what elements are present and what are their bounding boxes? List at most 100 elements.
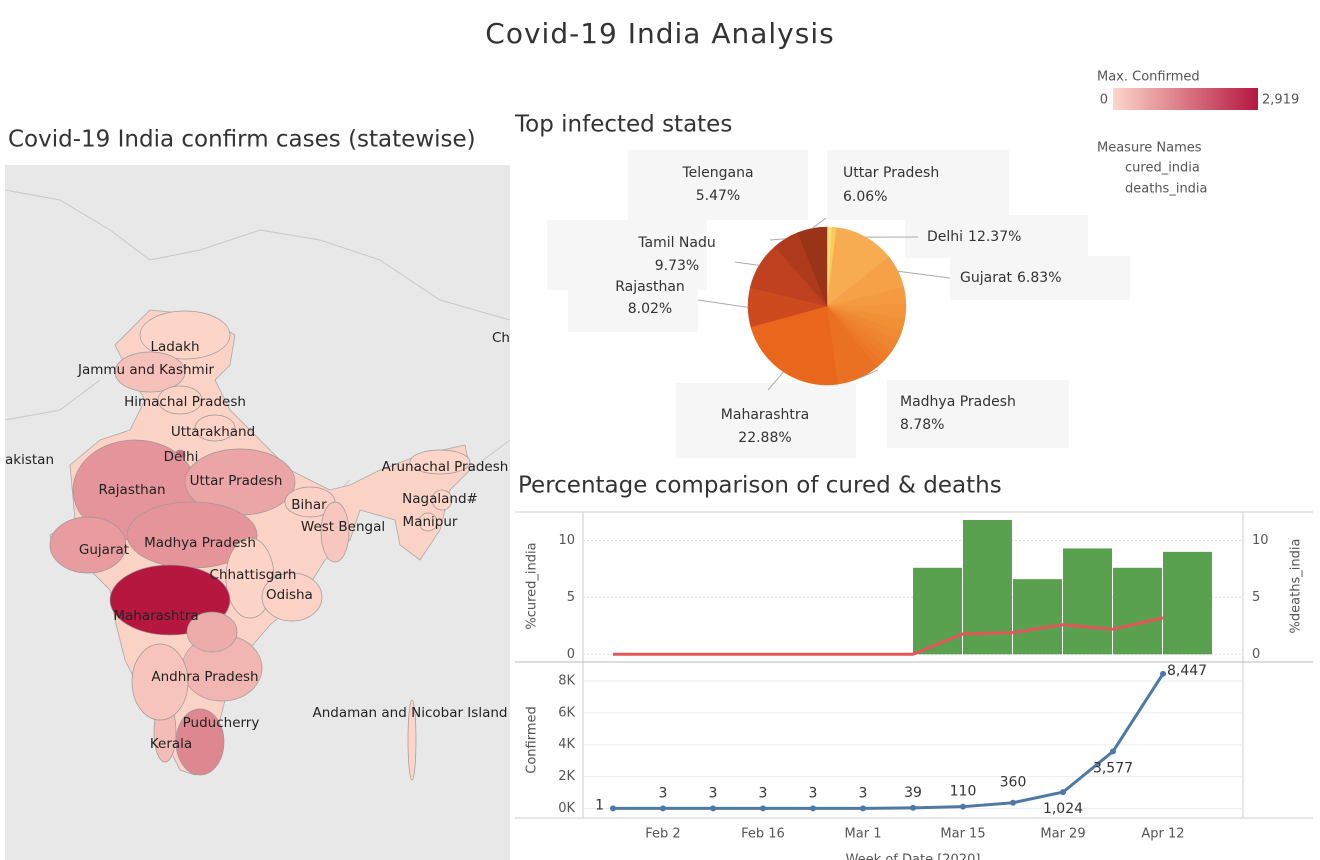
label-box xyxy=(547,220,707,290)
point xyxy=(710,805,716,812)
y-axis-title: Confirmed xyxy=(525,706,540,774)
state-region xyxy=(431,489,453,511)
legend-gradient xyxy=(1113,88,1258,110)
state-label: Andhra Pradesh xyxy=(151,669,258,685)
state-label: West Bengal xyxy=(301,519,385,535)
bar xyxy=(913,567,962,655)
state-label: Jammu and Kashmir xyxy=(77,362,214,378)
state-region xyxy=(409,449,471,475)
line xyxy=(612,673,1165,810)
data-label: 39 xyxy=(904,785,922,801)
leader-line xyxy=(811,217,827,229)
x-tick-label: Feb 16 xyxy=(741,827,785,842)
line xyxy=(613,616,1164,656)
label-box xyxy=(827,150,1009,220)
state-region xyxy=(139,310,231,360)
state-label: Arunachal Pradesh xyxy=(382,459,509,475)
bar-line-title: Percentage comparison of cured & deaths xyxy=(518,473,1002,499)
y-tick-label: 8K xyxy=(558,673,575,688)
state-region xyxy=(114,351,186,393)
state-label: Kerala xyxy=(150,736,192,752)
map-annotation: akistan xyxy=(5,452,54,468)
data-label: 360 xyxy=(1000,775,1027,791)
slice-value-label: 5.47% xyxy=(696,188,740,204)
state-region xyxy=(131,643,189,721)
x-tick-label: Apr 12 xyxy=(1141,827,1184,842)
data-label: 3 xyxy=(709,785,718,801)
data-label: 1 xyxy=(595,797,604,813)
data-label: 3 xyxy=(809,785,818,801)
slice-label: Uttar Pradesh xyxy=(843,165,939,181)
leader-line xyxy=(767,371,784,391)
state-label: Maharashtra xyxy=(113,608,198,624)
legend-title: Max. Confirmed xyxy=(1097,70,1200,85)
point xyxy=(1010,799,1016,806)
state-region xyxy=(320,501,350,563)
state-label: Delhi xyxy=(164,449,199,465)
state-region xyxy=(175,708,225,776)
data-label: 3,577 xyxy=(1093,760,1133,776)
x-tick-label: Mar 1 xyxy=(845,827,882,842)
state-label: Rajasthan xyxy=(98,482,165,498)
state-region xyxy=(157,385,203,415)
borders xyxy=(5,189,510,501)
map-title: Covid-19 India confirm cases (statewise) xyxy=(8,127,476,153)
y2-axis-title: %deaths_india xyxy=(1289,539,1304,634)
point xyxy=(660,805,666,812)
dashboard-title: Covid-19 India Analysis xyxy=(485,17,834,50)
slice-label: Delhi xyxy=(927,229,963,245)
y-tick-label: 5 xyxy=(567,590,575,605)
state-label: Nagaland# xyxy=(402,491,478,507)
map-annotation: Ch xyxy=(492,330,510,346)
bar xyxy=(1113,567,1162,655)
slice-label: Gujarat xyxy=(960,270,1013,286)
map: Ladakh Jammu and Kashmir Himachal Pradesh U… xyxy=(5,165,510,860)
state-region xyxy=(261,572,323,622)
state-region xyxy=(186,611,238,653)
y2-tick-label: 0 xyxy=(1252,647,1260,662)
slice-value-label: 6.83% xyxy=(1017,270,1061,286)
point xyxy=(610,805,616,812)
y-tick-label: 0 xyxy=(567,647,575,662)
label-box xyxy=(887,380,1069,448)
bar xyxy=(1163,551,1212,655)
slice-value-label: 22.88% xyxy=(738,430,791,446)
state-region xyxy=(418,512,438,532)
legend-item: cured_india xyxy=(1125,161,1200,176)
point xyxy=(1160,670,1166,677)
bar xyxy=(1063,548,1112,655)
point xyxy=(910,804,916,811)
point xyxy=(1110,748,1116,755)
pie-title: Top infected states xyxy=(514,112,732,138)
data-label: 8,447 xyxy=(1167,663,1207,679)
slice-value-label: 6.06% xyxy=(843,189,887,205)
data-label: 110 xyxy=(950,784,977,800)
leader-line xyxy=(734,261,760,266)
y-tick-label: 4K xyxy=(558,737,575,752)
slice-label: Tamil Nadu xyxy=(637,235,716,251)
state-label: Andaman and Nicobar Island xyxy=(313,705,508,721)
slice-label: Maharashtra xyxy=(721,407,809,423)
slice-label: Telengana xyxy=(681,165,753,181)
state-label: Madhya Pradesh xyxy=(144,535,256,551)
y2-tick-label: 5 xyxy=(1252,590,1260,605)
data-label: 3 xyxy=(759,785,768,801)
data-label: 3 xyxy=(859,785,868,801)
leader-line xyxy=(858,369,879,379)
label-box xyxy=(628,150,808,220)
data-label: 3 xyxy=(659,785,668,801)
y-tick-label: 10 xyxy=(558,533,575,548)
y-tick-label: 6K xyxy=(558,705,575,720)
x-axis-title: Week of Date [2020] xyxy=(846,853,981,860)
label-box xyxy=(905,215,1088,258)
legend-item: deaths_india xyxy=(1125,182,1208,197)
slice-value-label: 9.73% xyxy=(655,258,699,274)
slice-value-label: 8.02% xyxy=(628,301,672,317)
legend-title: Measure Names xyxy=(1097,141,1202,156)
point xyxy=(860,805,866,812)
leader-line xyxy=(897,270,951,279)
state-region xyxy=(407,699,417,781)
state-label: Chhattisgarh xyxy=(210,567,297,583)
state-label: Gujarat xyxy=(79,542,129,558)
slice-value-label: 12.37% xyxy=(968,229,1021,245)
